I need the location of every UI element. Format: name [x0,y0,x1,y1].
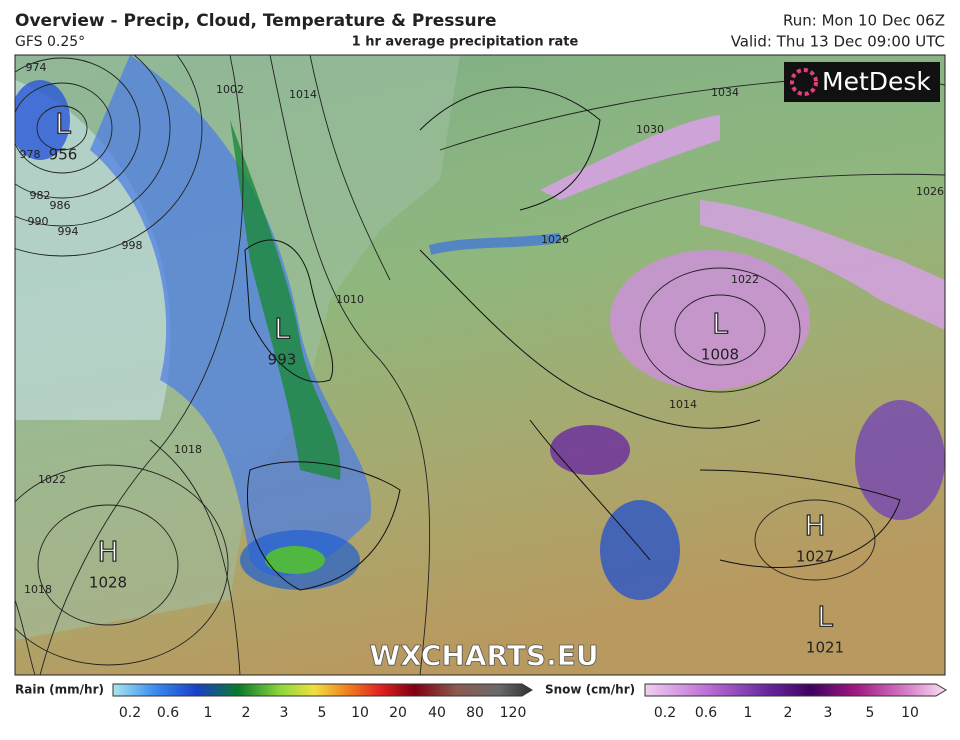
isobar-label: 1010 [336,293,364,306]
pressure-symbol: L [817,600,833,633]
map [15,55,945,675]
rain-legend-label: 1 [204,705,213,721]
pressure-value: 1008 [701,346,739,364]
rain [428,233,561,255]
isobar-label: 1022 [38,473,66,486]
logo-icon [790,68,818,96]
rain [600,500,680,600]
isobar-label: 986 [50,199,71,212]
logo: MetDesk [822,67,931,96]
snow [540,115,720,200]
pressure-value: 993 [268,351,297,369]
snow-legend-label: 2 [784,705,793,721]
model: GFS 0.25° [15,34,85,50]
isobar-label: 978 [20,148,41,161]
rain-legend-label: 5 [318,705,327,721]
snow-legend-label: 0.2 [654,705,676,721]
map-frame [14,54,946,676]
pressure-value: 1021 [806,639,844,657]
isobar-label: 974 [26,61,47,74]
rain-legend-label: 20 [389,705,407,721]
rain-legend-label: 10 [351,705,369,721]
rain-legend-label: 2 [242,705,251,721]
isobar-label: 1018 [174,443,202,456]
pressure-value: 1027 [796,548,834,566]
pressure-value: 956 [49,146,78,164]
snow [550,425,630,475]
isobar-label: 1026 [541,233,569,246]
pressure-symbol: L [712,307,728,340]
snow [610,250,810,390]
rain-colorbar [112,683,533,697]
valid: Valid: Thu 13 Dec 09:00 UTC [731,33,945,51]
isobar-label: 1002 [216,83,244,96]
isobar-label: 994 [58,225,79,238]
pressure-symbol: L [274,312,290,345]
isobar-label: 1022 [731,273,759,286]
snow-legend-label: 5 [866,705,875,721]
isobar-label: 1030 [636,123,664,136]
rain-legend-label: 40 [428,705,446,721]
pressure-symbol: H [97,535,118,568]
run: Run: Mon 10 Dec 06Z [783,12,945,30]
isobar-label: 1014 [669,398,697,411]
isobar-label: 998 [122,239,143,252]
pressure-symbol: H [804,509,825,542]
pressure-symbol: L [55,107,71,140]
rain-legend-label: 120 [500,705,527,721]
snow [855,400,945,520]
rain-legend-label: 3 [280,705,289,721]
coastlines [244,86,901,591]
rain-legend-label: 0.2 [119,705,141,721]
snow-legend-title: Snow (cm/hr) [545,683,635,697]
logo-box [784,62,940,102]
subtitle: 1 hr average precipitation rate [352,35,579,50]
isobar-label: 1018 [24,583,52,596]
snow-colorbar [644,683,947,697]
isobar-label: 1034 [711,86,739,99]
rain [265,546,325,574]
rain [15,80,70,160]
isobar-label: 990 [28,215,49,228]
cloud [15,80,171,420]
snow-legend-label: 1 [744,705,753,721]
rain-legend-label: 80 [466,705,484,721]
rain-legend-label: 0.6 [157,705,179,721]
snow [700,200,945,330]
watermark: WXCHARTS.EU [369,639,598,672]
snow-legend-label: 0.6 [695,705,717,721]
pressure-value: 1028 [89,574,127,592]
isobar-label: 1014 [289,88,317,101]
rain-band [230,120,341,480]
title: Overview - Precip, Cloud, Temperature & … [15,11,497,31]
snow-legend-label: 3 [824,705,833,721]
isobar-label: 1026 [916,185,944,198]
rain-legend-title: Rain (mm/hr) [15,683,104,697]
isobar-label: 982 [30,189,51,202]
snow-legend-label: 10 [901,705,919,721]
isobars [15,55,945,675]
